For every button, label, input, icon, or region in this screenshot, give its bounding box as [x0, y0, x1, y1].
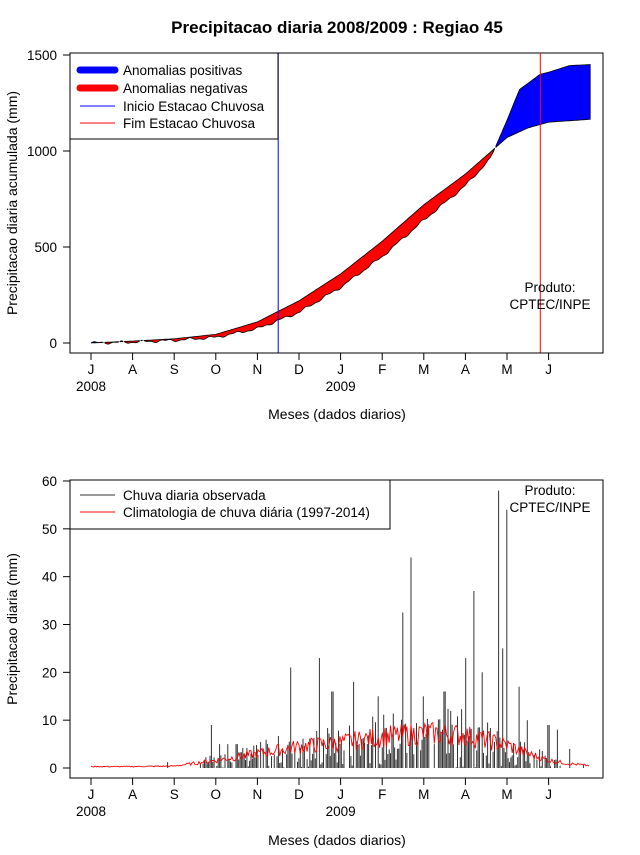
top-x-axis: J A S O N D J F M A M J 2008 2009	[76, 352, 552, 394]
top-product-source: CPTEC/INPE	[509, 297, 590, 312]
top-y-tick-label: 1000	[27, 144, 57, 159]
top-x-tick-label: A	[128, 362, 137, 377]
top-x-tick-label: J	[337, 362, 344, 377]
bottom-y-tick-label: 60	[42, 474, 57, 489]
legend-label-positive: Anomalias positivas	[123, 63, 243, 78]
bottom-y-tick-label: 30	[42, 618, 57, 633]
legend-label-climatology: Climatologia de chuva diária (1997-2014)	[123, 505, 370, 520]
bottom-y-tick-label: 20	[42, 665, 57, 680]
top-y-axis: 0 500 1000 1500	[27, 48, 71, 351]
bottom-y-axis: 0 10 20 30 40 50 60	[42, 474, 71, 776]
top-y-tick-label: 500	[34, 240, 57, 255]
bottom-x-tick-label: J	[88, 787, 95, 802]
bottom-x-tick-label: M	[418, 787, 429, 802]
bottom-y-axis-label: Precipitacao diaria (mm)	[4, 553, 20, 705]
bottom-y-tick-label: 40	[42, 570, 57, 585]
bottom-x-axis-label: Meses (dados diarios)	[268, 832, 406, 848]
bottom-year-label: 2008	[76, 804, 106, 819]
top-x-tick-label: N	[253, 362, 263, 377]
bottom-plot-marks	[90, 490, 590, 768]
bottom-x-tick-label: O	[211, 787, 222, 802]
bottom-x-tick-label: J	[337, 787, 344, 802]
bottom-legend-box	[69, 479, 391, 530]
top-x-tick-label: J	[88, 362, 95, 377]
top-year-label: 2009	[326, 379, 356, 394]
top-x-tick-label: S	[170, 362, 179, 377]
bottom-year-label: 2009	[326, 804, 356, 819]
bottom-x-tick-label: A	[128, 787, 137, 802]
bottom-x-tick-label: M	[501, 787, 512, 802]
top-x-tick-label: D	[294, 362, 304, 377]
legend-label-end: Fim Estacao Chuvosa	[123, 116, 256, 131]
bottom-x-tick-label: J	[545, 787, 552, 802]
top-x-tick-label: M	[501, 362, 512, 377]
top-x-axis-label: Meses (dados diarios)	[268, 406, 406, 422]
bottom-y-tick-label: 50	[42, 522, 57, 537]
legend-label-negative: Anomalias negativas	[123, 81, 248, 96]
legend-label-observed: Chuva diaria observada	[123, 488, 266, 503]
top-y-tick-label: 1500	[27, 48, 57, 63]
top-x-tick-label: F	[378, 362, 386, 377]
bottom-x-axis: J A S O N D J F M A M J 2008 2009	[76, 777, 552, 819]
bottom-product-label: Produto:	[524, 483, 575, 498]
bottom-x-tick-label: D	[294, 787, 304, 802]
bottom-x-tick-label: A	[461, 787, 470, 802]
top-x-tick-label: M	[418, 362, 429, 377]
top-year-label: 2008	[76, 379, 106, 394]
bottom-x-tick-label: F	[378, 787, 386, 802]
bottom-product-source: CPTEC/INPE	[509, 500, 590, 515]
bottom-x-tick-label: N	[253, 787, 263, 802]
climatology-daily-line	[90, 721, 590, 768]
bottom-legend: Chuva diaria observada Climatologia de c…	[69, 479, 391, 530]
negative-anomaly-area	[104, 147, 495, 345]
bottom-y-tick-label: 10	[42, 713, 57, 728]
top-legend: Anomalias positivas Anomalias negativas …	[69, 52, 279, 140]
top-y-axis-label: Precipitacao diaria acumulada (mm)	[4, 91, 20, 315]
chart-title: Precipitacao diaria 2008/2009 : Regiao 4…	[171, 18, 503, 37]
bottom-y-tick-label: 0	[49, 761, 57, 776]
legend-label-start: Inicio Estacao Chuvosa	[123, 99, 265, 114]
top-x-tick-label: A	[461, 362, 470, 377]
top-x-tick-label: J	[545, 362, 552, 377]
top-x-tick-label: O	[211, 362, 222, 377]
bottom-x-tick-label: S	[170, 787, 179, 802]
top-y-tick-label: 0	[49, 336, 57, 351]
top-product-label: Produto:	[524, 280, 575, 295]
